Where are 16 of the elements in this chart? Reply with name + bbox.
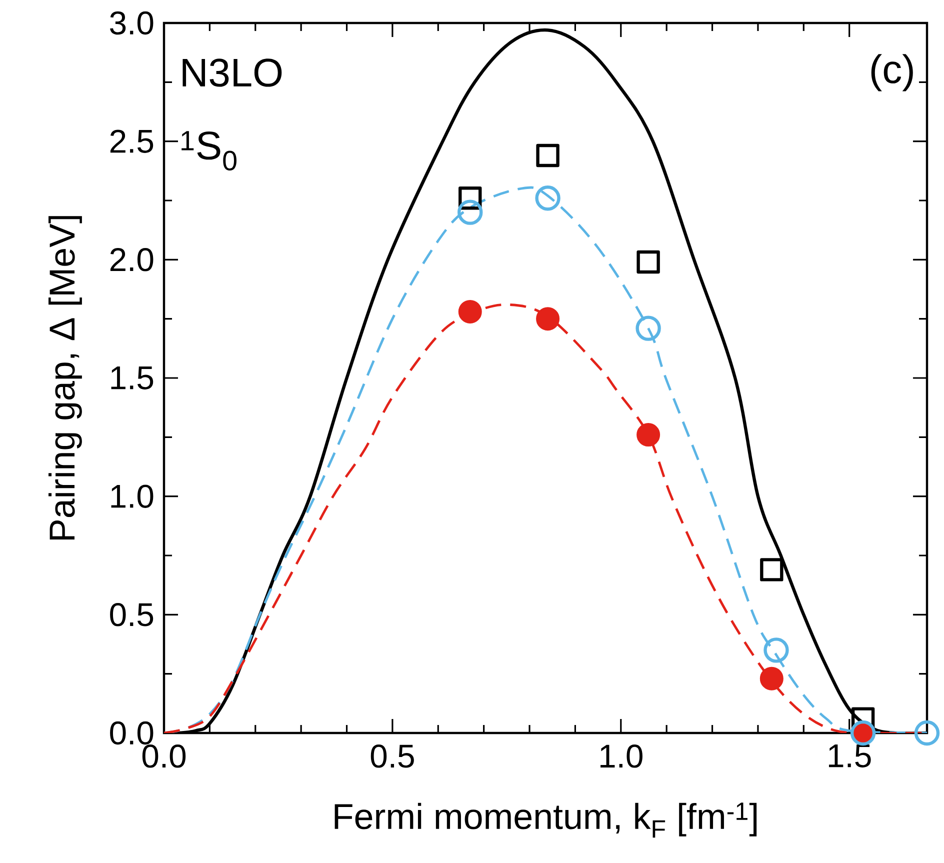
y-tick-label: 3.0 bbox=[110, 11, 154, 35]
annotation: N3LO bbox=[182, 58, 282, 87]
x-tick-label: 0.5 bbox=[370, 744, 414, 768]
annotation: (c) bbox=[871, 54, 913, 92]
y-tick-label: 2.5 bbox=[110, 130, 154, 153]
x-tick-label: 0.0 bbox=[142, 744, 186, 768]
y-tick-label: 1.5 bbox=[111, 366, 154, 390]
annotation: $^{1}$S$_{0}$ bbox=[182, 131, 236, 170]
y-tick-label: 1.0 bbox=[111, 484, 154, 508]
y-tick-label: 2.0 bbox=[110, 248, 154, 272]
x-tick-label: 1.0 bbox=[600, 744, 642, 768]
y-tick-label: 0.0 bbox=[110, 721, 154, 745]
x-axis-title: Fermi momentum, k$_{F}$ [fm$^{-1}$] bbox=[334, 802, 757, 838]
y-tick-label: 0.5 bbox=[110, 603, 154, 626]
y-axis-title: Pairing gap, Δ [MeV] bbox=[48, 216, 82, 540]
x-tick-label: 1.5 bbox=[828, 744, 871, 768]
